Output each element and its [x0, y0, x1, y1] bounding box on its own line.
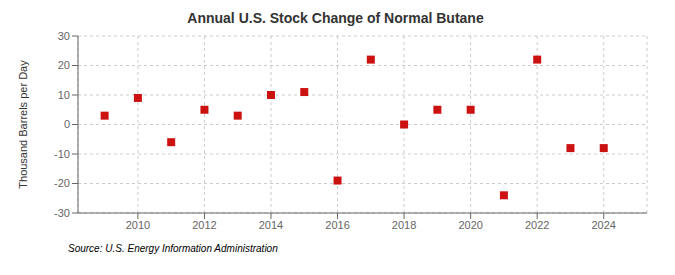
- svg-text:0: 0: [64, 118, 70, 130]
- svg-text:-10: -10: [54, 148, 70, 160]
- svg-text:2010: 2010: [126, 219, 150, 231]
- svg-text:2022: 2022: [525, 219, 549, 231]
- html-text:Source: U.S. Energy Informatio: Source: U.S. Energy Information Administ…: [68, 243, 278, 254]
- svg-text:20: 20: [58, 59, 70, 71]
- svg-text:-20: -20: [54, 177, 70, 189]
- svg-text:2012: 2012: [192, 219, 216, 231]
- svg-text:2020: 2020: [458, 219, 482, 231]
- html-text:Annual U.S. Stock Change of No: Annual U.S. Stock Change of Normal Butan…: [187, 10, 484, 26]
- svg-text:Thousand Barrels per Day: Thousand Barrels per Day: [17, 60, 29, 189]
- svg-text:10: 10: [58, 89, 70, 101]
- svg-text:30: 30: [58, 30, 70, 42]
- svg-text:2024: 2024: [592, 219, 616, 231]
- svg-text:2018: 2018: [392, 219, 416, 231]
- svg-text:2014: 2014: [259, 219, 283, 231]
- svg-text:-30: -30: [54, 207, 70, 219]
- svg-text:2016: 2016: [325, 219, 349, 231]
